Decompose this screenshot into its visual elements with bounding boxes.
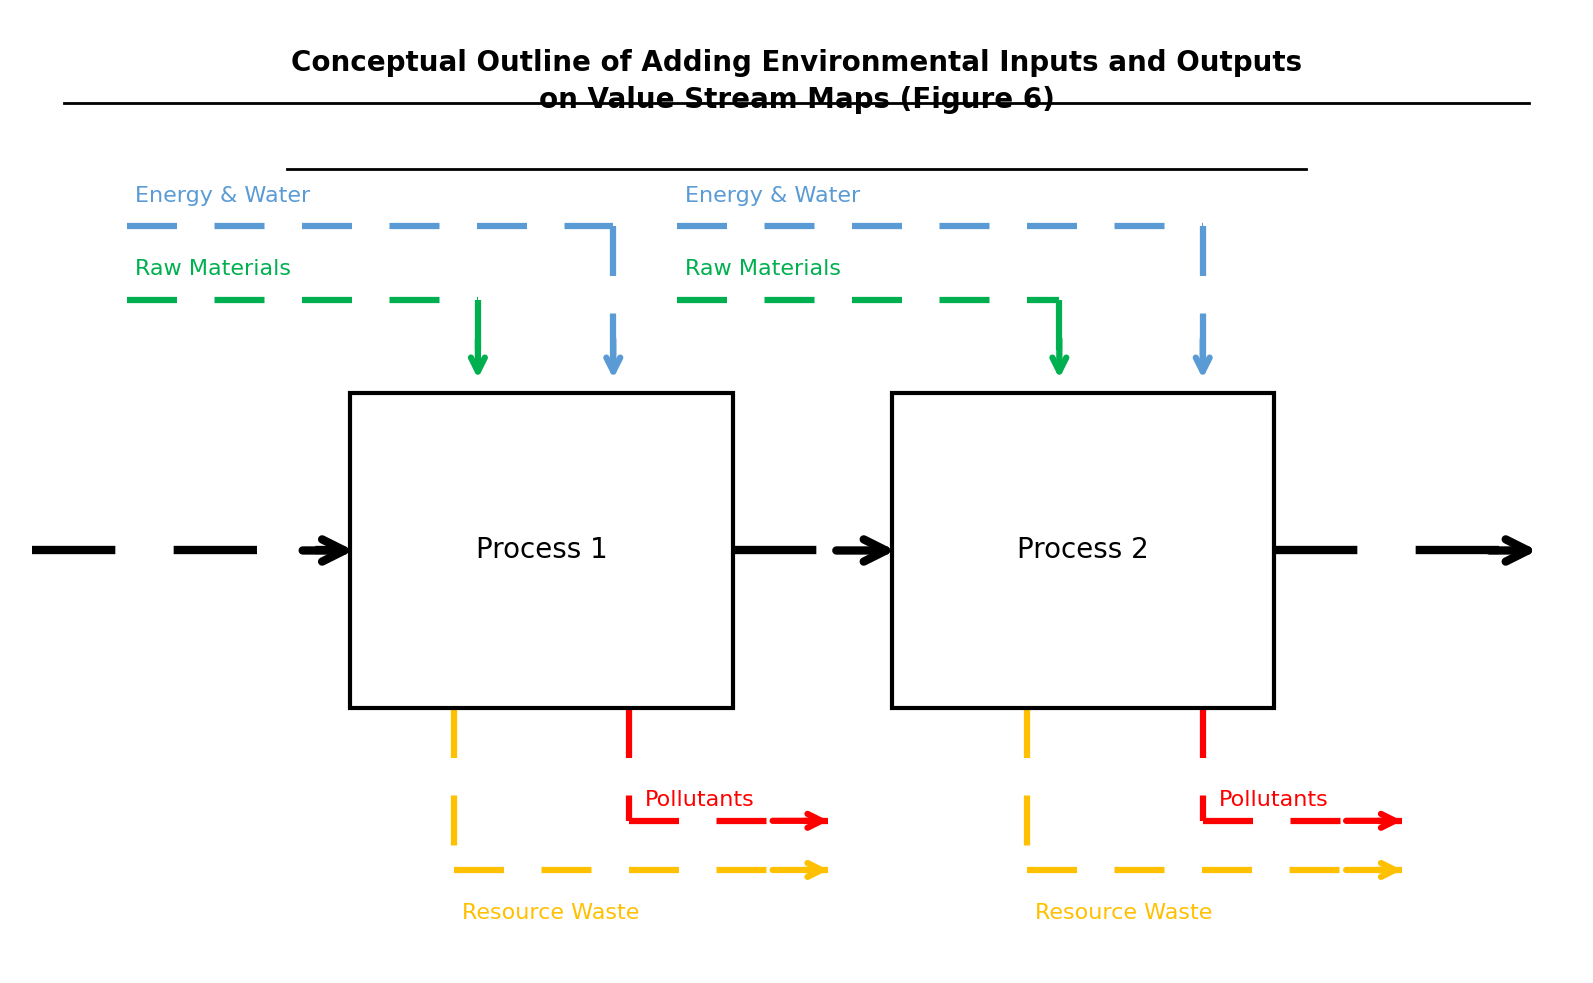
Text: Process 1: Process 1 — [476, 537, 607, 564]
Text: Process 2: Process 2 — [1018, 537, 1149, 564]
Text: Conceptual Outline of Adding Environmental Inputs and Outputs
on Value Stream Ma: Conceptual Outline of Adding Environment… — [292, 49, 1301, 114]
Text: Energy & Water: Energy & Water — [685, 186, 860, 205]
Text: Raw Materials: Raw Materials — [685, 260, 841, 279]
Bar — [892, 393, 1274, 708]
Text: Resource Waste: Resource Waste — [462, 903, 639, 923]
Bar — [350, 393, 733, 708]
Text: Energy & Water: Energy & Water — [135, 186, 311, 205]
Text: Pollutants: Pollutants — [645, 790, 755, 810]
Text: Resource Waste: Resource Waste — [1035, 903, 1212, 923]
Text: Raw Materials: Raw Materials — [135, 260, 292, 279]
Text: Pollutants: Pollutants — [1219, 790, 1329, 810]
